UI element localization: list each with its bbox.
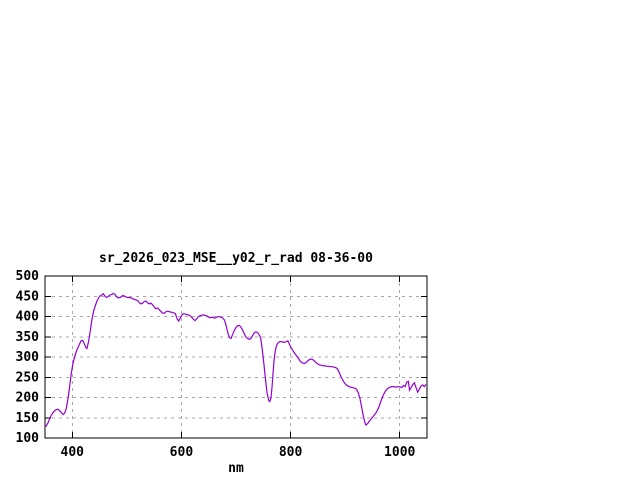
y-tick-label: 450 xyxy=(16,289,40,304)
x-tick-label: 600 xyxy=(170,445,194,460)
x-tick-label: 400 xyxy=(61,445,85,460)
x-tick-label: 800 xyxy=(279,445,303,460)
y-tick-label: 300 xyxy=(16,350,40,365)
y-tick-label: 200 xyxy=(16,391,40,406)
y-tick-label: 150 xyxy=(16,411,40,426)
y-tick-label: 250 xyxy=(16,370,40,385)
y-tick-label: 100 xyxy=(16,431,40,446)
chart-title: sr_2026_023_MSE__y02_r_rad 08-36-00 xyxy=(99,251,373,266)
y-axis-labels: 100 150 200 250 300 350 400 450 500 xyxy=(16,269,40,446)
y-tick-label: 400 xyxy=(16,310,40,325)
grid-lines xyxy=(45,276,427,438)
y-tick-label: 350 xyxy=(16,330,40,345)
spectrum-line xyxy=(44,292,427,428)
y-tick-label: 500 xyxy=(16,269,40,284)
x-axis-title: nm xyxy=(228,461,244,476)
x-tick-label: 1000 xyxy=(384,445,415,460)
axis-ticks xyxy=(45,275,427,439)
x-axis-labels: 400 600 800 1000 xyxy=(61,445,416,460)
